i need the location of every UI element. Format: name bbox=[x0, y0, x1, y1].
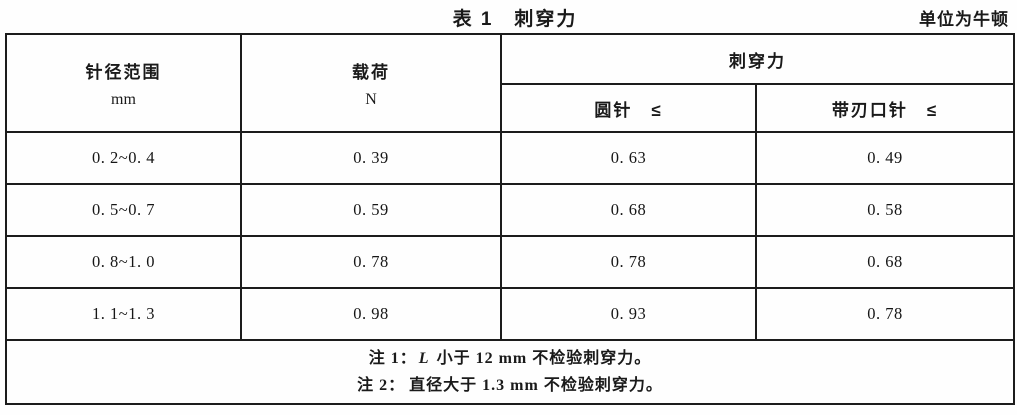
header-edged-needle: 带刃口针 ≤ bbox=[755, 83, 1015, 133]
header-needle-range-label: 针径范围 bbox=[85, 62, 162, 82]
header-needle-range: 针径范围 mm bbox=[5, 33, 242, 133]
cell-load: 0. 98 bbox=[240, 287, 502, 341]
cell-edged-needle: 0. 58 bbox=[755, 183, 1015, 237]
header-row-2: 圆针 ≤ 带刃口针 ≤ bbox=[6, 83, 1015, 133]
cell-range: 1. 1~1. 3 bbox=[5, 287, 242, 341]
header-needle-range-unit: mm bbox=[111, 90, 136, 108]
table-caption-row: 表 1 刺穿力 单位为牛顿 bbox=[0, 0, 1017, 30]
puncture-force-table: 针径范围 mm 载荷 N 刺穿力 圆针 ≤ 带刃口针 ≤ 0. 2~0. 4 0… bbox=[5, 33, 1015, 405]
header-load: 载荷 N bbox=[240, 33, 502, 133]
header-round-needle: 圆针 ≤ bbox=[500, 83, 757, 133]
table-row: 0. 8~1. 0 0. 78 0. 78 0. 68 bbox=[5, 235, 1015, 289]
note-1-label: 注 1： bbox=[368, 350, 417, 367]
note-2-label: 注 2： bbox=[357, 377, 406, 394]
header-row-1: 针径范围 mm 载荷 N 刺穿力 bbox=[5, 33, 1015, 133]
header-puncture-force: 刺穿力 bbox=[500, 33, 1015, 85]
table-note-2: 注 2： 直径大于 1.3 mm 不检验刺穿力。 bbox=[7, 372, 1013, 399]
note-2-text: 直径大于 1.3 mm 不检验刺穿力。 bbox=[409, 377, 663, 394]
cell-load: 0. 78 bbox=[240, 235, 502, 289]
cell-round-needle: 0. 93 bbox=[500, 287, 757, 341]
cell-load: 0. 39 bbox=[240, 131, 502, 185]
cell-range: 0. 5~0. 7 bbox=[5, 183, 242, 237]
table-row: 0. 2~0. 4 0. 39 0. 63 0. 49 bbox=[5, 131, 1015, 185]
table-title: 表 1 刺穿力 bbox=[452, 9, 578, 30]
cell-edged-needle: 0. 49 bbox=[755, 131, 1015, 185]
cell-edged-needle: 0. 78 bbox=[755, 287, 1015, 341]
cell-round-needle: 0. 78 bbox=[500, 235, 757, 289]
table-row: 1. 1~1. 3 0. 98 0. 93 0. 78 bbox=[5, 287, 1015, 341]
cell-round-needle: 0. 68 bbox=[500, 183, 757, 237]
note-1-text: 小于 12 mm 不检验刺穿力。 bbox=[431, 350, 652, 367]
notes-cell: 注 1： L 小于 12 mm 不检验刺穿力。 注 2： 直径大于 1.3 mm 不… bbox=[5, 339, 1015, 405]
cell-round-needle: 0. 63 bbox=[500, 131, 757, 185]
unit-note: 单位为牛顿 bbox=[919, 10, 1009, 29]
table-row: 0. 5~0. 7 0. 59 0. 68 0. 58 bbox=[5, 183, 1015, 237]
header-load-unit: N bbox=[365, 90, 377, 108]
cell-range: 0. 2~0. 4 bbox=[5, 131, 242, 185]
cell-edged-needle: 0. 68 bbox=[755, 235, 1015, 289]
note-1-variable: L bbox=[418, 350, 430, 367]
cell-range: 0. 8~1. 0 bbox=[5, 235, 242, 289]
table-note-1: 注 1： L 小于 12 mm 不检验刺穿力。 bbox=[7, 345, 1013, 372]
notes-row: 注 1： L 小于 12 mm 不检验刺穿力。 注 2： 直径大于 1.3 mm 不… bbox=[5, 339, 1015, 405]
header-load-label: 载荷 bbox=[352, 62, 390, 82]
cell-load: 0. 59 bbox=[240, 183, 502, 237]
